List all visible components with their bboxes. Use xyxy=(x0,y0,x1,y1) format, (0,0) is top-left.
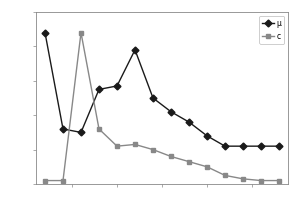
Legend: μ, c: μ, c xyxy=(260,16,284,44)
